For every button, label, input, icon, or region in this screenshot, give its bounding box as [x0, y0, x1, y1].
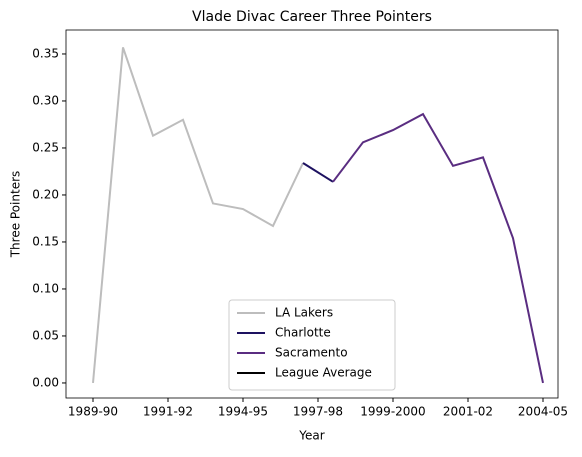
- legend-label: League Average: [275, 366, 372, 380]
- x-tick-label: 2004-05: [518, 405, 568, 419]
- legend-label: LA Lakers: [275, 306, 333, 320]
- y-tick-label: 0.20: [32, 187, 59, 201]
- legend-box: [228, 299, 396, 391]
- y-tick-label: 0.10: [32, 281, 59, 295]
- x-tick-label: 1994-95: [218, 405, 268, 419]
- series-line: [92, 47, 304, 384]
- x-tick-label: 1989-90: [68, 405, 118, 419]
- y-tick-label: 0.05: [32, 328, 59, 342]
- legend-label: Charlotte: [275, 326, 331, 340]
- y-tick-label: 0.25: [32, 140, 59, 154]
- y-tick-label: 0.00: [32, 375, 59, 389]
- y-tick-label: 0.30: [32, 93, 59, 107]
- y-tick-label: 0.15: [32, 234, 59, 248]
- x-tick-label: 2001-02: [443, 405, 493, 419]
- x-tick-label: 1999-2000: [360, 405, 425, 419]
- y-axis-label: Three Pointers: [9, 171, 23, 259]
- plot-frame: [65, 29, 559, 399]
- chart-title: Vlade Divac Career Three Pointers: [192, 9, 432, 25]
- x-tick-label: 1997-98: [293, 405, 343, 419]
- x-axis-label: Year: [298, 429, 324, 443]
- series-line: [302, 162, 334, 183]
- legend-label: Sacramento: [275, 346, 348, 360]
- series-line: [332, 112, 544, 384]
- y-tick-label: 0.35: [32, 46, 59, 60]
- x-tick-label: 1991-92: [143, 405, 193, 419]
